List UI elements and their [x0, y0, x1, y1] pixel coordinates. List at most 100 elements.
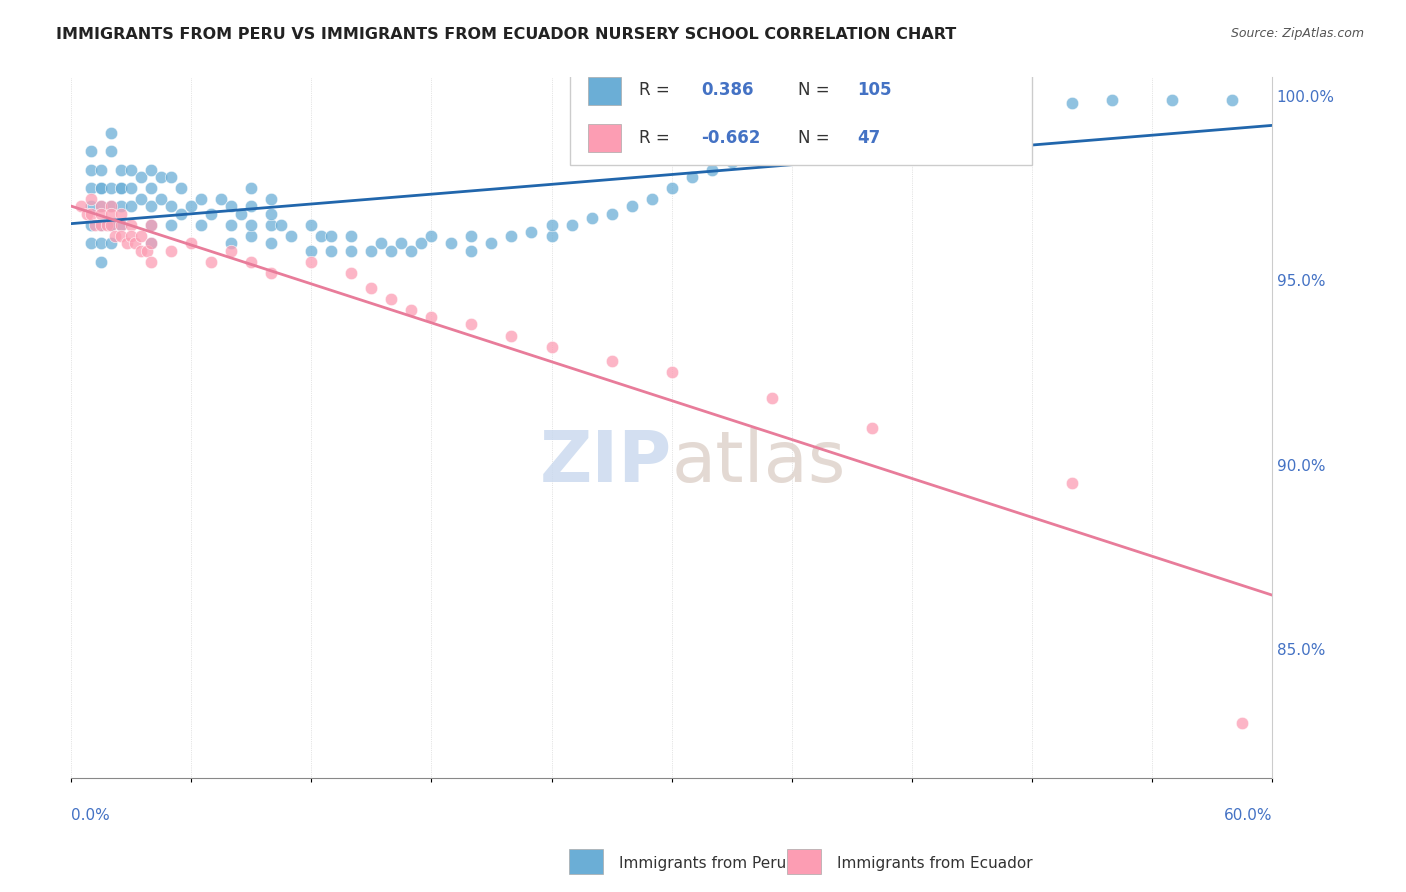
Text: 47: 47 — [858, 129, 882, 147]
Point — [100, 199, 122, 213]
Point — [136, 244, 159, 258]
Point — [391, 236, 413, 251]
Point — [110, 181, 132, 195]
Point — [460, 229, 482, 244]
Point — [420, 310, 443, 324]
Point — [104, 229, 127, 244]
Point — [221, 199, 243, 213]
Text: 0.0%: 0.0% — [72, 808, 110, 823]
Point — [260, 266, 283, 280]
Point — [370, 236, 392, 251]
Point — [100, 126, 122, 140]
Point — [90, 181, 112, 195]
Point — [501, 328, 523, 343]
Point — [110, 218, 132, 232]
Point — [581, 211, 603, 225]
Text: Immigrants from Peru: Immigrants from Peru — [619, 856, 786, 871]
Text: R =: R = — [640, 81, 669, 99]
Point — [100, 181, 122, 195]
Point — [100, 144, 122, 158]
Point — [360, 244, 382, 258]
Point — [1220, 93, 1243, 107]
Point — [270, 218, 292, 232]
Point — [170, 207, 193, 221]
Bar — [588, 78, 621, 105]
Point — [299, 244, 322, 258]
Point — [110, 229, 132, 244]
Point — [1160, 93, 1182, 107]
Point — [321, 244, 343, 258]
Point — [110, 162, 132, 177]
Point — [821, 119, 844, 133]
Point — [481, 236, 503, 251]
Text: Immigrants from Ecuador: Immigrants from Ecuador — [837, 856, 1032, 871]
Point — [411, 236, 433, 251]
Point — [260, 218, 283, 232]
Point — [520, 225, 543, 239]
Point — [340, 266, 363, 280]
Point — [80, 192, 103, 206]
Text: IMMIGRANTS FROM PERU VS IMMIGRANTS FROM ECUADOR NURSERY SCHOOL CORRELATION CHART: IMMIGRANTS FROM PERU VS IMMIGRANTS FROM … — [56, 27, 956, 42]
Point — [129, 244, 152, 258]
Point — [420, 229, 443, 244]
Point — [90, 218, 112, 232]
Point — [90, 218, 112, 232]
Point — [141, 181, 163, 195]
Point — [860, 111, 883, 125]
Point — [761, 136, 783, 151]
Point — [90, 162, 112, 177]
Point — [741, 144, 763, 158]
Point — [110, 218, 132, 232]
Point — [129, 229, 152, 244]
Point — [129, 192, 152, 206]
Point — [401, 302, 423, 317]
Point — [860, 420, 883, 434]
Point — [90, 207, 112, 221]
Point — [80, 218, 103, 232]
Point — [560, 218, 582, 232]
Point — [160, 218, 183, 232]
Point — [120, 181, 142, 195]
Point — [280, 229, 302, 244]
Point — [941, 96, 963, 111]
Point — [141, 218, 163, 232]
Point — [841, 114, 863, 128]
Point — [1060, 475, 1083, 490]
Point — [80, 199, 103, 213]
Text: R =: R = — [640, 129, 669, 147]
Point — [110, 199, 132, 213]
Point — [380, 292, 402, 306]
Bar — [588, 124, 621, 153]
Point — [200, 207, 222, 221]
Point — [209, 192, 232, 206]
Text: 60.0%: 60.0% — [1223, 808, 1272, 823]
Point — [720, 155, 742, 169]
Point — [620, 199, 643, 213]
Point — [299, 254, 322, 268]
Point — [460, 244, 482, 258]
Bar — [569, 62, 1032, 165]
Point — [761, 391, 783, 405]
Point — [96, 218, 118, 232]
Point — [90, 199, 112, 213]
Point — [90, 254, 112, 268]
Point — [240, 181, 263, 195]
Point — [160, 169, 183, 184]
Point — [141, 236, 163, 251]
Point — [80, 144, 103, 158]
Point — [221, 218, 243, 232]
Point — [681, 169, 703, 184]
Point — [240, 199, 263, 213]
Point — [640, 192, 662, 206]
Point — [240, 229, 263, 244]
Point — [260, 207, 283, 221]
Text: 105: 105 — [858, 81, 893, 99]
Point — [84, 218, 107, 232]
Point — [76, 207, 98, 221]
Point — [100, 218, 122, 232]
Text: 0.386: 0.386 — [702, 81, 754, 99]
Point — [311, 229, 333, 244]
Point — [100, 218, 122, 232]
Point — [150, 192, 173, 206]
Point — [700, 162, 723, 177]
